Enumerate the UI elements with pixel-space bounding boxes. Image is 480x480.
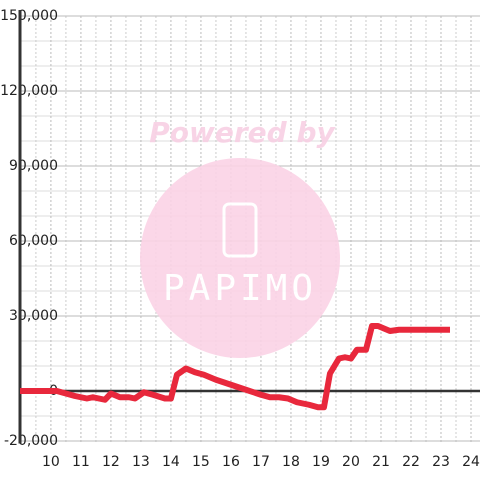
x-tick-label: 18 — [282, 454, 300, 470]
x-tick-label: 24 — [462, 454, 480, 470]
y-tick-label: 90,000 — [9, 158, 58, 174]
watermark: Powered by PAPIMO — [140, 116, 340, 358]
x-tick-label: 20 — [342, 454, 360, 470]
y-tick-label: 150,000 — [0, 8, 58, 24]
y-tick-label: 120,000 — [0, 83, 58, 99]
watermark-icon — [222, 202, 258, 258]
x-tick-label: 13 — [132, 454, 150, 470]
x-tick-label: 12 — [102, 454, 120, 470]
x-tick-label: 16 — [222, 454, 240, 470]
x-tick-label: 11 — [72, 454, 90, 470]
y-tick-label: 60,000 — [9, 233, 58, 249]
watermark-circle — [140, 158, 340, 358]
y-tick-label: -20,000 — [4, 433, 58, 449]
watermark-logo: PAPIMO — [163, 268, 317, 309]
x-tick-label: 10 — [42, 454, 60, 470]
x-tick-label: 14 — [162, 454, 180, 470]
plot: -20,000030,00060,00090,000120,000150,000… — [0, 8, 480, 470]
x-tick-label: 21 — [372, 454, 390, 470]
x-tick-label: 23 — [432, 454, 450, 470]
x-tick-label: 22 — [402, 454, 420, 470]
x-tick-label: 19 — [312, 454, 330, 470]
watermark-text: Powered by — [149, 116, 336, 149]
line — [20, 323, 450, 411]
y-tick-label: 30,000 — [9, 308, 58, 324]
x-tick-label: 17 — [252, 454, 270, 470]
x-tick-label: 15 — [192, 454, 210, 470]
